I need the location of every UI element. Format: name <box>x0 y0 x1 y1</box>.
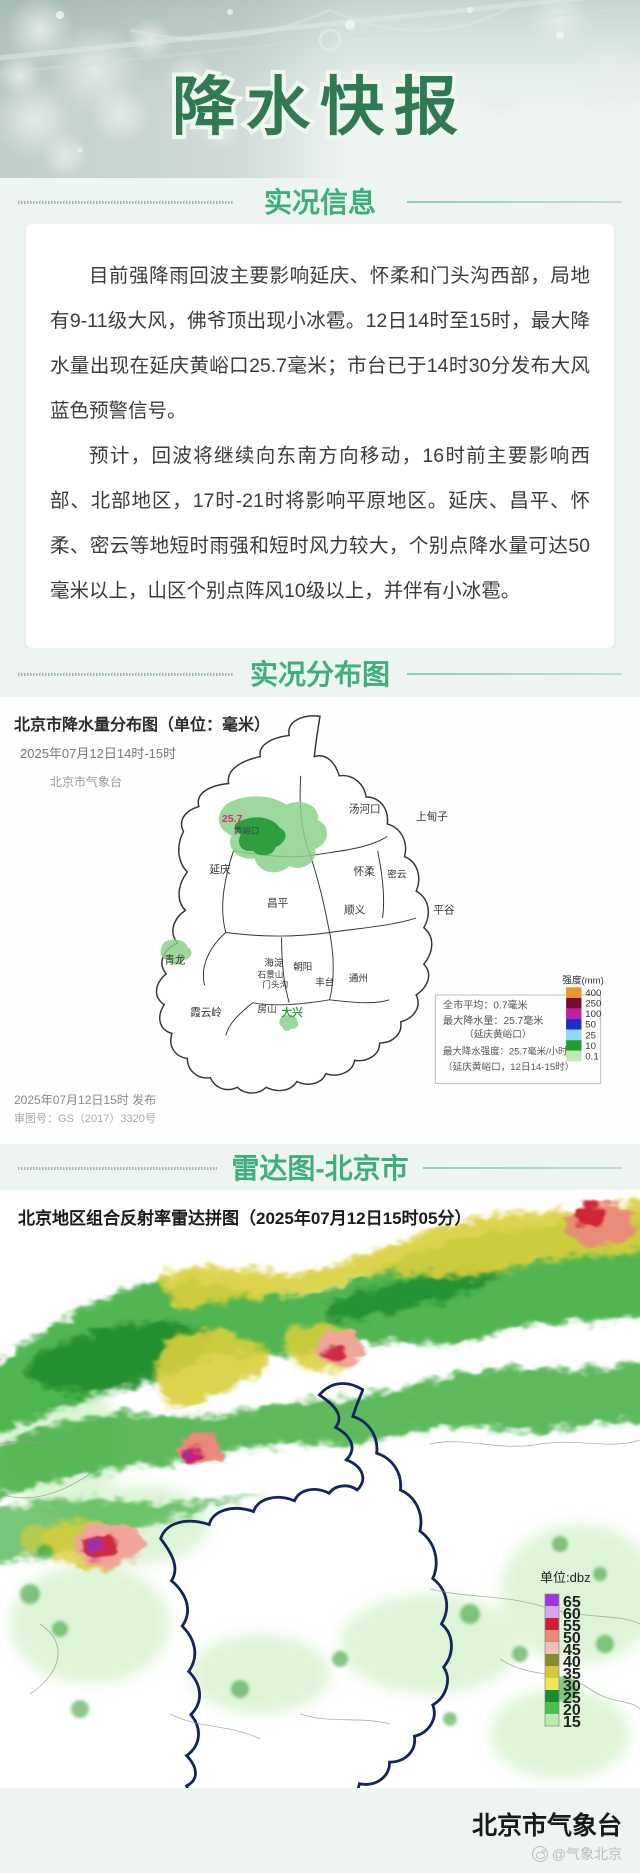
svg-text:门头沟: 门头沟 <box>262 978 288 989</box>
svg-text:250: 250 <box>585 999 601 1010</box>
svg-text:50: 50 <box>585 1020 596 1031</box>
svg-text:怀柔: 怀柔 <box>354 866 376 878</box>
svg-text:汤河口: 汤河口 <box>349 802 381 815</box>
svg-text:大兴: 大兴 <box>282 1006 304 1019</box>
svg-text:10: 10 <box>585 1041 596 1052</box>
svg-text:（延庆黄峪口）: （延庆黄峪口） <box>464 1028 531 1040</box>
svg-text:上甸子: 上甸子 <box>416 810 448 823</box>
svg-text:25.7: 25.7 <box>222 813 243 825</box>
svg-text:密云: 密云 <box>387 869 407 881</box>
svg-text:房山: 房山 <box>258 1003 277 1015</box>
svg-text:黄峪口: 黄峪口 <box>233 825 259 836</box>
svg-text:延庆: 延庆 <box>209 863 231 876</box>
svg-text:0.1: 0.1 <box>585 1051 598 1062</box>
svg-text:25: 25 <box>585 1030 596 1041</box>
svg-text:单位:dbz: 单位:dbz <box>540 1570 591 1585</box>
svg-text:平谷: 平谷 <box>433 904 455 916</box>
svg-text:最大降水强度：25.7毫米/小时: 最大降水强度：25.7毫米/小时 <box>443 1046 568 1057</box>
svg-text:最大降水量：25.7毫米: 最大降水量：25.7毫米 <box>443 1014 543 1027</box>
svg-text:（延庆黄峪口，12日14-15时）: （延庆黄峪口，12日14-15时） <box>443 1061 574 1073</box>
svg-text:400: 400 <box>585 988 601 999</box>
svg-text:通州: 通州 <box>349 974 368 985</box>
svg-text:朝阳: 朝阳 <box>293 962 312 973</box>
svg-text:15: 15 <box>563 1714 581 1731</box>
svg-text:顺义: 顺义 <box>344 904 366 916</box>
svg-text:海淀: 海淀 <box>264 957 284 969</box>
svg-text:100: 100 <box>585 1009 601 1020</box>
svg-text:霞云岭: 霞云岭 <box>190 1006 222 1019</box>
svg-text:强度(mm): 强度(mm) <box>562 974 604 986</box>
svg-text:全市平均：0.7毫米: 全市平均：0.7毫米 <box>443 998 528 1011</box>
svg-text:石景山: 石景山 <box>258 970 284 980</box>
svg-text:昌平: 昌平 <box>267 898 289 910</box>
svg-text:青龙: 青龙 <box>164 953 186 966</box>
svg-text:丰台: 丰台 <box>315 976 334 988</box>
